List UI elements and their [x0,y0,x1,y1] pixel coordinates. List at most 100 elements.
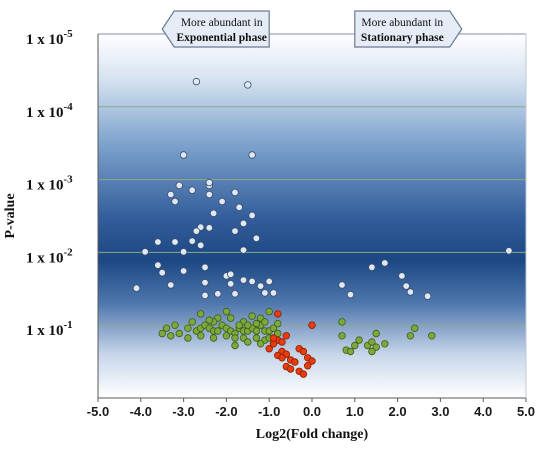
point-light-blue [406,288,415,296]
point-light-blue [179,267,188,275]
point-green [222,307,231,316]
point-green [346,347,355,356]
point-green [256,340,265,348]
point-red [269,334,278,342]
x-tick-label: 2.0 [389,404,407,419]
point-red [278,354,286,362]
point-light-blue [167,190,175,199]
point-light-blue [231,188,239,197]
point-light-blue [248,277,256,286]
point-red [286,365,295,373]
point-light-blue [132,284,141,292]
callout-arrow-shape [161,10,270,48]
point-light-blue [423,292,432,300]
x-tick-label: 3.0 [431,404,449,419]
point-green [214,327,222,335]
callout-line2: Stationary phase [361,32,444,44]
point-green [184,324,192,332]
point-light-blue [231,290,239,298]
point-light-blue [201,278,209,287]
data-points [132,77,513,378]
y-tick-label: 1 x 10-4 [26,101,73,121]
point-green [196,332,205,340]
x-tick-label: -3.0 [172,404,194,419]
y-tick-label: 1 x 10-1 [26,319,73,339]
point-light-blue [265,277,273,286]
point-light-blue [179,248,188,256]
callout-left: More abundant in Exponential phase [161,10,270,48]
point-light-blue [171,197,179,206]
point-green [368,347,376,356]
point-red [299,347,308,356]
point-light-blue [269,289,278,297]
point-red [291,358,299,366]
point-green [167,332,175,340]
point-green [368,338,376,346]
point-green [244,321,252,329]
point-green [355,336,363,344]
point-green [381,340,389,348]
x-tick-label: -1.0 [258,404,280,419]
point-red [304,362,312,370]
point-light-blue [398,272,406,280]
point-light-blue [154,238,162,246]
callout-arrow-shape [354,10,463,48]
point-green [252,319,261,328]
callout-line1: More abundant in [181,17,263,29]
point-red [308,357,316,365]
point-light-blue [226,280,235,288]
point-light-blue [201,291,209,300]
x-tick-label: -4.0 [130,404,152,419]
point-light-blue [205,224,213,232]
point-light-blue [226,270,235,278]
point-green [188,318,196,326]
point-light-blue [368,263,376,271]
point-green [261,318,269,326]
y-tick-labels: 1 x 10-5 1 x 10-4 1 x 10-3 1 x 10-2 1 x 10-1 [26,28,73,339]
point-light-blue [154,261,162,269]
point-light-blue [231,227,239,235]
point-green [196,310,205,318]
y-tick-label: 1 x 10-3 [26,174,73,194]
point-light-blue [192,227,201,235]
x-tick-label: 4.0 [474,404,492,419]
point-light-blue [505,247,513,255]
point-red [265,345,273,353]
point-green [222,332,231,340]
point-light-blue [141,248,149,256]
x-tick-label: 0.0 [303,404,321,419]
point-green [205,316,213,324]
x-axis-title: Log2(Fold change) [256,427,369,442]
point-green [372,343,380,351]
point-light-blue [402,282,410,290]
point-red [299,370,308,378]
point-green [209,334,218,342]
point-green [351,341,359,350]
callout-line2: Exponential phase [176,32,266,44]
point-light-blue [196,241,205,249]
y-tick-label: 1 x 10-2 [26,246,73,266]
point-green [171,321,179,329]
point-light-blue [158,269,166,277]
point-green [428,332,436,340]
x-tick-label: 1.0 [346,404,364,419]
point-light-blue [248,151,256,159]
point-light-blue [171,238,179,246]
x-tick-label: -5.0 [87,404,109,419]
point-green [338,332,346,340]
point-green [231,341,239,350]
point-light-blue [214,290,222,298]
point-light-blue [252,234,261,242]
callout-right: More abundant in Stationary phase [354,10,463,48]
point-green [158,329,166,338]
point-light-blue [188,186,196,194]
point-light-blue [201,263,209,271]
point-green [269,324,278,332]
x-tick-labels: -5.0 -4.0 -3.0 -2.0 -1.0 0.0 1.0 2.0 3.0 4.0 5.0 [87,398,535,419]
point-light-blue [209,209,218,217]
point-light-blue [244,81,252,89]
point-green [265,307,273,316]
point-green [406,332,415,340]
